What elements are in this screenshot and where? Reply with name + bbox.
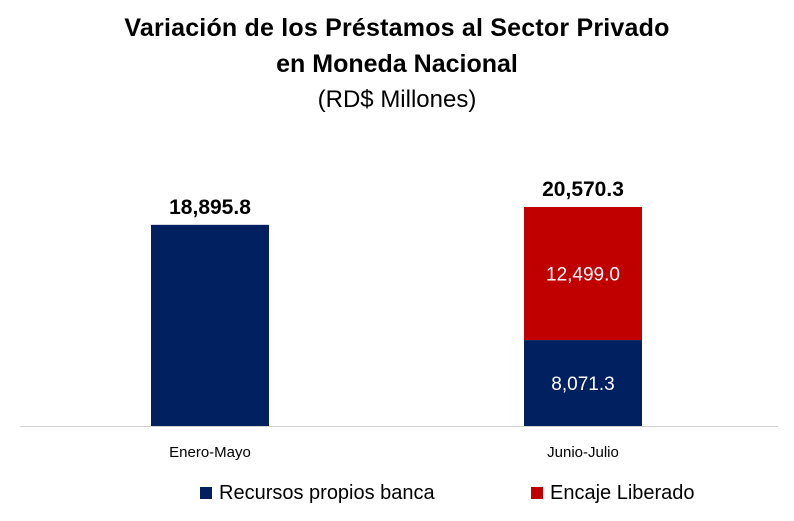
data-label-recursos-1: 8,071.3 (551, 374, 614, 395)
bar-recursos-0 (151, 224, 269, 426)
total-label-0: 18,895.8 (169, 196, 251, 219)
legend-swatch-recursos (200, 487, 212, 499)
legend-swatch-encaje (531, 487, 543, 499)
total-label-1: 20,570.3 (542, 178, 624, 201)
x-tick-label-1: Junio-Julio (547, 444, 619, 461)
chart-title-line2: en Moneda Nacional (276, 50, 518, 78)
x-tick-label-0: Enero-Mayo (169, 444, 251, 461)
chart-subtitle: (RD$ Millones) (317, 86, 477, 113)
data-label-encaje-1: 12,499.0 (546, 265, 620, 286)
legend: Recursos propios banca Encaje Liberado (0, 480, 794, 506)
bar-encaje-1 (524, 207, 642, 341)
bar-recursos-1 (524, 340, 642, 426)
chart-title: Variación de los Préstamos al Sector Pri… (124, 14, 670, 42)
legend-label-recursos: Recursos propios banca (219, 481, 435, 504)
legend-label-encaje: Encaje Liberado (550, 481, 695, 504)
legend-item-encaje: Encaje Liberado (531, 480, 695, 506)
legend-item-recursos: Recursos propios banca (200, 480, 435, 506)
